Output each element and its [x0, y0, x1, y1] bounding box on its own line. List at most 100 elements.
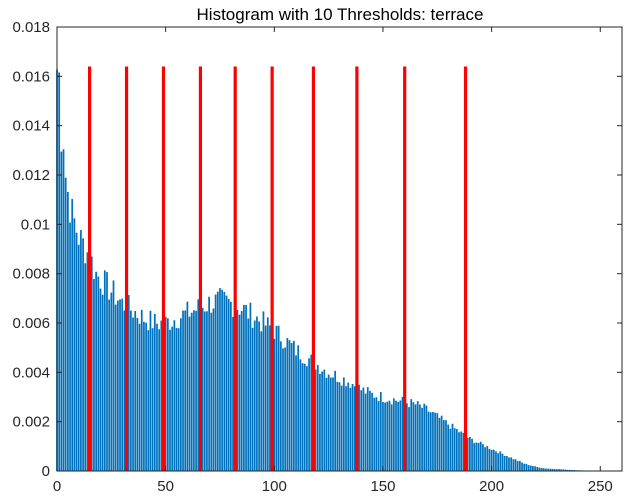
histogram-bar [310, 354, 313, 471]
histogram-bar [564, 469, 567, 471]
histogram-bar [410, 399, 413, 471]
histogram-bar [282, 348, 284, 471]
histogram-bar [414, 404, 417, 471]
histogram-bar [527, 465, 530, 471]
histogram-bar [251, 327, 254, 471]
plot-frame [56, 26, 623, 472]
histogram-bar [301, 363, 304, 471]
histogram-bar [371, 392, 373, 471]
x-tick-label: 50 [157, 478, 174, 495]
histogram-bar [471, 438, 473, 471]
histogram-bar [253, 320, 256, 471]
histogram-bar [560, 469, 563, 471]
y-tick-label: 0.002 [12, 414, 50, 431]
histogram-bar [247, 318, 250, 471]
histogram-bar [306, 366, 308, 471]
histogram-bar [558, 469, 560, 471]
histogram-bar [269, 325, 271, 471]
histogram-bar [503, 455, 506, 471]
histogram-bar [447, 424, 450, 471]
histogram-bar [273, 338, 276, 471]
histogram-bar [442, 420, 445, 471]
histogram-bar [110, 292, 113, 471]
histogram-bar [421, 407, 423, 471]
histogram-bar [542, 468, 545, 471]
histogram-bar [353, 386, 356, 471]
histogram-bar [395, 400, 397, 471]
histogram-bar [290, 342, 293, 471]
histogram-bar [171, 326, 174, 471]
histogram-bar [329, 377, 332, 471]
histogram-bar [514, 459, 517, 471]
histogram-bar [486, 446, 489, 471]
histogram-bar [379, 391, 382, 471]
y-tick-label: 0.004 [12, 364, 50, 381]
histogram-bar [545, 468, 547, 471]
histogram-bar [488, 449, 491, 471]
histogram-bar [99, 288, 102, 471]
histogram-bar [340, 385, 343, 471]
histogram-bar [510, 457, 513, 471]
histogram-bar [358, 384, 360, 471]
x-tick-label: 100 [262, 478, 287, 495]
histogram-bar [516, 460, 519, 471]
y-tick-label: 0.016 [12, 68, 50, 85]
histogram-bar [360, 390, 363, 471]
histogram-bar [180, 318, 182, 471]
histogram-bar [323, 369, 326, 471]
histogram-bar [549, 468, 552, 471]
histogram-bar [195, 310, 197, 471]
x-tick-label: 0 [53, 478, 61, 495]
histogram-bar [106, 272, 108, 471]
histogram-bar [145, 322, 147, 471]
histogram-bar [249, 302, 252, 471]
histogram-bar [136, 317, 139, 471]
x-tick-label: 200 [479, 478, 504, 495]
histogram-bar [469, 436, 471, 471]
histogram-bar [386, 401, 389, 471]
histogram-bar [384, 402, 387, 471]
histogram-bar [69, 222, 71, 471]
histogram-bar [553, 469, 556, 471]
histogram-bar [525, 463, 528, 471]
histogram-bar [149, 310, 152, 471]
histogram-bar [440, 415, 443, 471]
histogram-bar [412, 402, 415, 471]
histogram-bar [449, 428, 452, 471]
histogram-bar [216, 291, 219, 471]
histogram-bar [434, 412, 436, 471]
histogram-bar [147, 330, 150, 471]
histogram-bar [60, 151, 63, 472]
histogram-bar [390, 404, 393, 471]
histogram-bar [108, 299, 111, 471]
histogram-bar [382, 401, 384, 471]
histogram-bar [164, 316, 167, 471]
histogram-bar [114, 304, 117, 471]
histogram-bar [475, 442, 478, 471]
histogram-bar [143, 321, 145, 471]
y-tick-label: 0.012 [12, 167, 50, 184]
histogram-bar [492, 449, 495, 471]
histogram-bar [229, 301, 232, 471]
chart-title: Histogram with 10 Thresholds: terrace [197, 5, 484, 24]
histogram-bar [445, 420, 447, 471]
histogram-bar [256, 316, 258, 471]
histogram-bar [423, 403, 426, 471]
histogram-bar [466, 437, 469, 471]
histogram-bar [138, 323, 141, 471]
histogram-bar [458, 432, 460, 471]
histogram-bar [497, 453, 500, 471]
histogram-bar [175, 328, 178, 471]
histogram-bar [521, 462, 523, 471]
histogram-bar [473, 443, 476, 471]
histogram-bar [132, 317, 134, 471]
histogram-bar [151, 328, 154, 471]
histogram-bar [156, 323, 158, 471]
histogram-bar [262, 311, 265, 471]
histogram-bar [77, 244, 80, 471]
histogram-bar [193, 310, 195, 471]
histogram-bar [206, 311, 208, 471]
histogram-bar [203, 311, 206, 471]
histogram-bar [169, 329, 171, 471]
histogram-bar [512, 459, 515, 471]
